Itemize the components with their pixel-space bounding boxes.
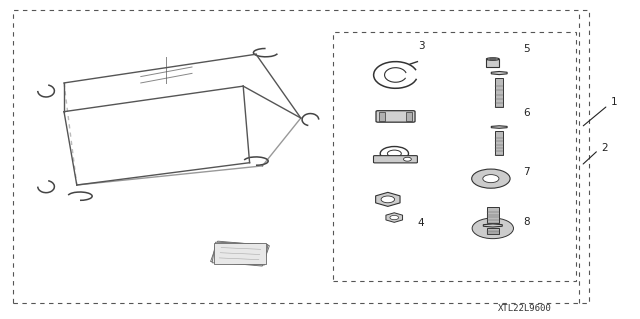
Text: 5: 5 bbox=[523, 44, 529, 55]
Circle shape bbox=[387, 150, 401, 157]
Bar bbox=[333, 32, 576, 281]
Polygon shape bbox=[211, 241, 269, 266]
FancyBboxPatch shape bbox=[374, 156, 417, 163]
Polygon shape bbox=[492, 71, 507, 75]
Text: 4: 4 bbox=[418, 218, 424, 228]
Circle shape bbox=[403, 157, 412, 161]
Circle shape bbox=[390, 215, 399, 220]
Text: 1: 1 bbox=[611, 97, 618, 107]
Circle shape bbox=[483, 174, 499, 183]
FancyBboxPatch shape bbox=[376, 111, 415, 122]
Bar bbox=[486, 59, 499, 67]
Circle shape bbox=[472, 169, 510, 188]
Polygon shape bbox=[386, 213, 403, 222]
Circle shape bbox=[472, 218, 513, 239]
Text: 6: 6 bbox=[523, 108, 529, 118]
Polygon shape bbox=[214, 243, 266, 264]
Bar bbox=[487, 228, 499, 234]
Ellipse shape bbox=[486, 58, 499, 60]
Polygon shape bbox=[483, 224, 502, 227]
Text: 2: 2 bbox=[602, 143, 608, 153]
Text: 3: 3 bbox=[418, 41, 424, 51]
Polygon shape bbox=[376, 192, 400, 206]
Text: XTL22L9600: XTL22L9600 bbox=[498, 304, 552, 313]
Bar bbox=[406, 112, 413, 121]
Text: 8: 8 bbox=[523, 217, 529, 227]
Bar bbox=[379, 112, 385, 121]
Bar bbox=[495, 78, 504, 107]
Bar bbox=[495, 131, 504, 155]
Text: 7: 7 bbox=[523, 167, 529, 177]
Polygon shape bbox=[212, 242, 268, 265]
Circle shape bbox=[381, 196, 395, 203]
Polygon shape bbox=[489, 58, 497, 60]
Bar bbox=[487, 207, 499, 223]
Polygon shape bbox=[492, 126, 507, 128]
